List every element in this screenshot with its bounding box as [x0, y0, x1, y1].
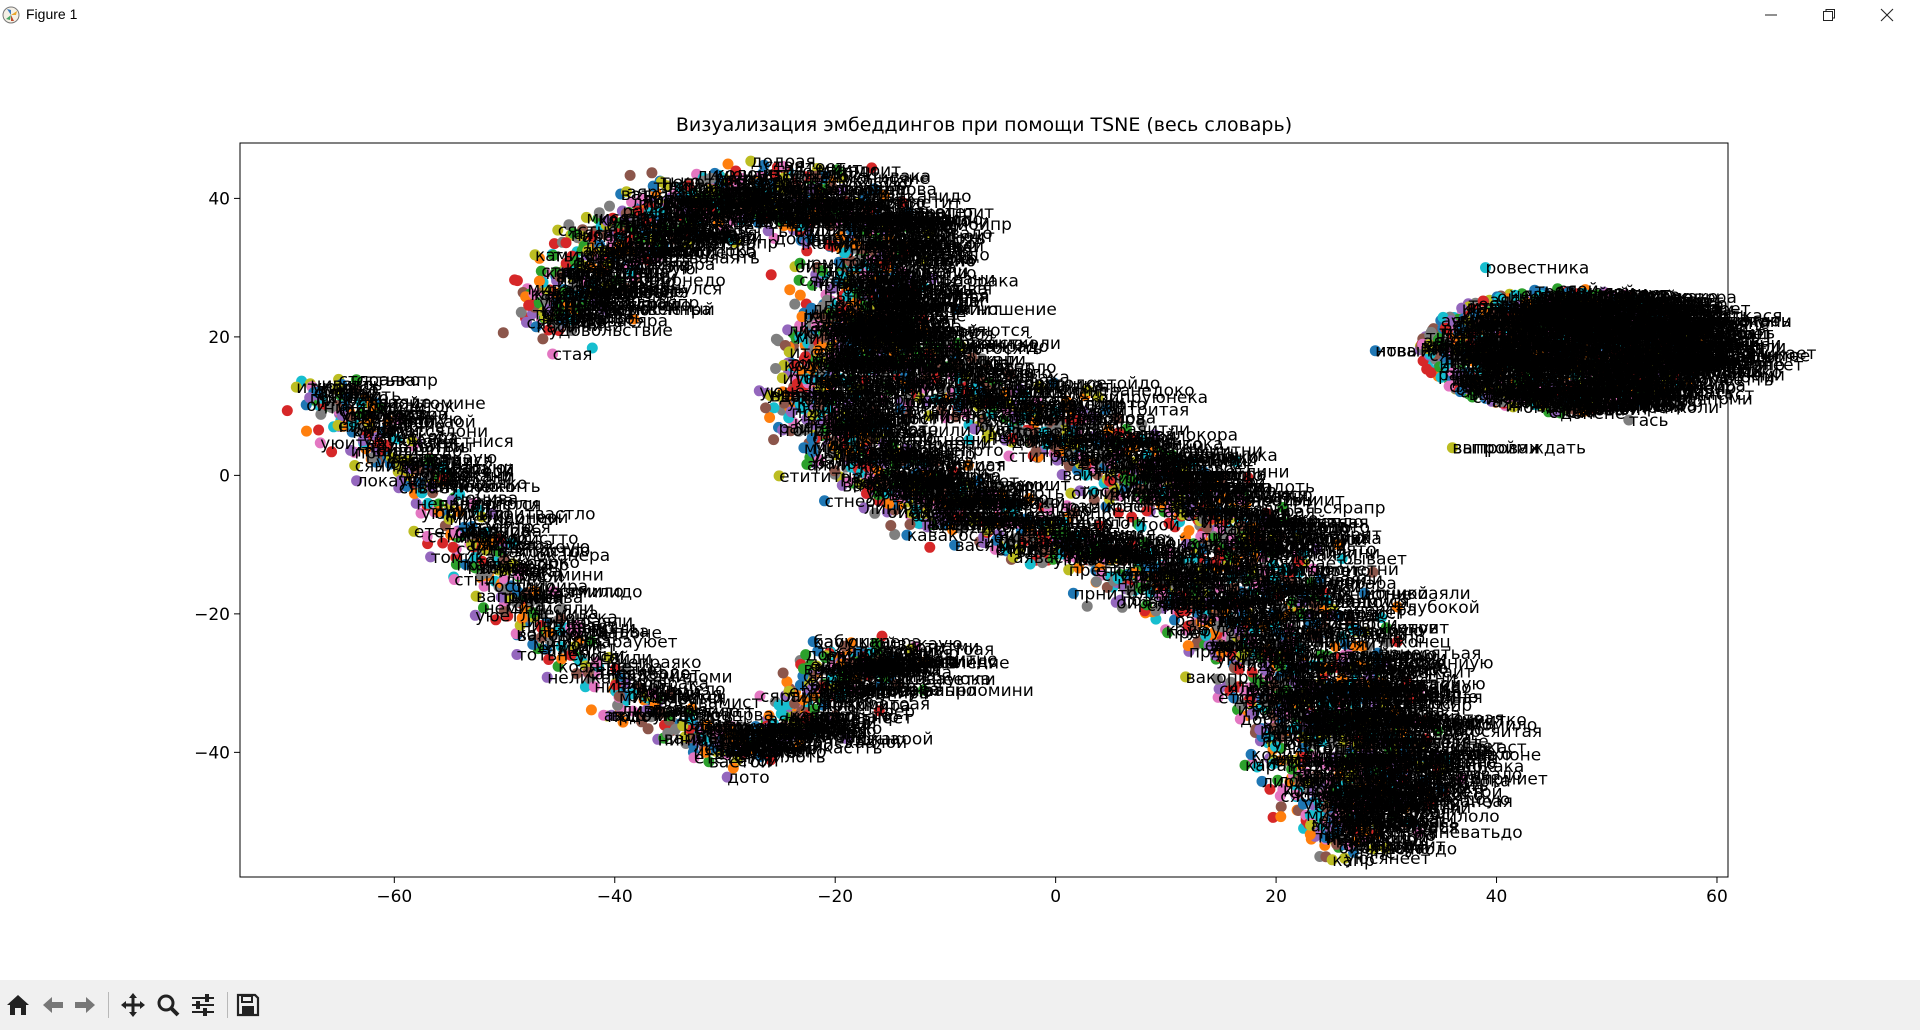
scatter-point [642, 723, 654, 735]
scatter-point [721, 771, 733, 783]
scatter-point [568, 641, 580, 653]
scatter-point [425, 551, 437, 563]
scatter-point [765, 269, 777, 281]
scatter-point [350, 374, 362, 386]
scatter-point [349, 460, 361, 471]
scatter-point [534, 595, 546, 607]
scatter-point [338, 400, 350, 412]
window-title: Figure 1 [26, 6, 78, 22]
scatter-point [460, 559, 472, 570]
scatter-point [498, 560, 510, 572]
scatter-point [349, 383, 361, 395]
scatter-point [874, 680, 886, 692]
scatter-point [497, 327, 509, 339]
tsne-scatter-chart: сялокоаяпретратомиканипрстпрдосяеттьсяра… [194, 114, 1816, 907]
matplotlib-logo-icon [2, 6, 20, 24]
scatter-point [301, 425, 312, 437]
scatter-point [773, 699, 785, 711]
scatter-point [624, 169, 636, 181]
scatter-point [450, 558, 462, 570]
close-button[interactable] [1858, 0, 1916, 30]
scatter-point [763, 710, 775, 722]
scatter-point [770, 363, 782, 374]
scatter-point [571, 668, 583, 680]
scatter-point [679, 731, 691, 743]
scatter-point [617, 716, 629, 728]
scatter-point [556, 602, 568, 614]
minimize-icon [1765, 14, 1777, 16]
scatter-point [510, 628, 522, 640]
scatter-point [812, 645, 824, 657]
scatter-point [541, 643, 552, 655]
scatter-point [905, 643, 917, 655]
scatter-point [470, 590, 482, 602]
scatter-point [884, 659, 896, 671]
scatter-point [406, 435, 418, 447]
scatter-point [768, 434, 780, 446]
scatter-point [490, 614, 502, 626]
scatter-point [627, 705, 639, 717]
scatter-point [605, 709, 617, 721]
scatter-point [591, 656, 603, 668]
scatter-point [385, 424, 397, 436]
figure-canvas[interactable]: сяло коаяпретра томика нипрст прдо сяет тьсяра… [0, 30, 1920, 980]
scatter-point [326, 446, 338, 458]
scatter-point [784, 284, 796, 296]
scatter-point [541, 671, 553, 683]
scatter-point [772, 742, 784, 753]
scatter-point [703, 756, 715, 768]
scatter-point [789, 698, 801, 709]
scatter-point [469, 609, 481, 621]
restore-icon [1823, 9, 1835, 21]
scatter-points-layer [281, 155, 1711, 866]
scatter-point [281, 405, 293, 417]
scatter-point [415, 507, 427, 519]
scatter-point [351, 475, 363, 487]
scatter-point [408, 525, 420, 537]
scatter-point [610, 679, 621, 691]
scatter-point [446, 494, 458, 506]
scatter-point [876, 630, 888, 642]
restore-button[interactable] [1800, 0, 1858, 30]
scatter-point [805, 726, 817, 738]
point-labels-layer: сялокоаяпретратомиканипрстпрдосяеттьсяра… [296, 152, 1816, 871]
scatter-point [511, 275, 523, 287]
window-titlebar: Figure 1 [0, 0, 1920, 30]
scatter-point [364, 413, 375, 425]
scatter-point [603, 651, 615, 663]
minimize-button[interactable] [1742, 0, 1800, 30]
scatter-point [410, 497, 422, 509]
scatter-point [476, 511, 488, 523]
scatter-point [585, 704, 597, 716]
scatter-point [781, 676, 793, 688]
scatter-point [794, 679, 806, 691]
scatter-point [585, 635, 597, 647]
scatter-point [543, 654, 555, 665]
scatter-point [789, 298, 801, 310]
scatter-point [478, 580, 490, 592]
scatter-point [755, 751, 767, 763]
scatter-point [505, 537, 517, 549]
scatter-point [794, 739, 805, 751]
scatter-point [777, 667, 789, 679]
scatter-point [764, 412, 776, 423]
scatter-point [890, 678, 902, 690]
scatter-point [313, 424, 325, 436]
scatter-point [478, 602, 489, 614]
close-icon [1880, 8, 1894, 22]
scatter-point [486, 507, 498, 519]
scatter-point [355, 397, 367, 409]
scatter-point [610, 663, 621, 675]
scatter-point [290, 381, 302, 393]
scatter-point [1275, 811, 1287, 823]
scatter-point [598, 709, 610, 721]
